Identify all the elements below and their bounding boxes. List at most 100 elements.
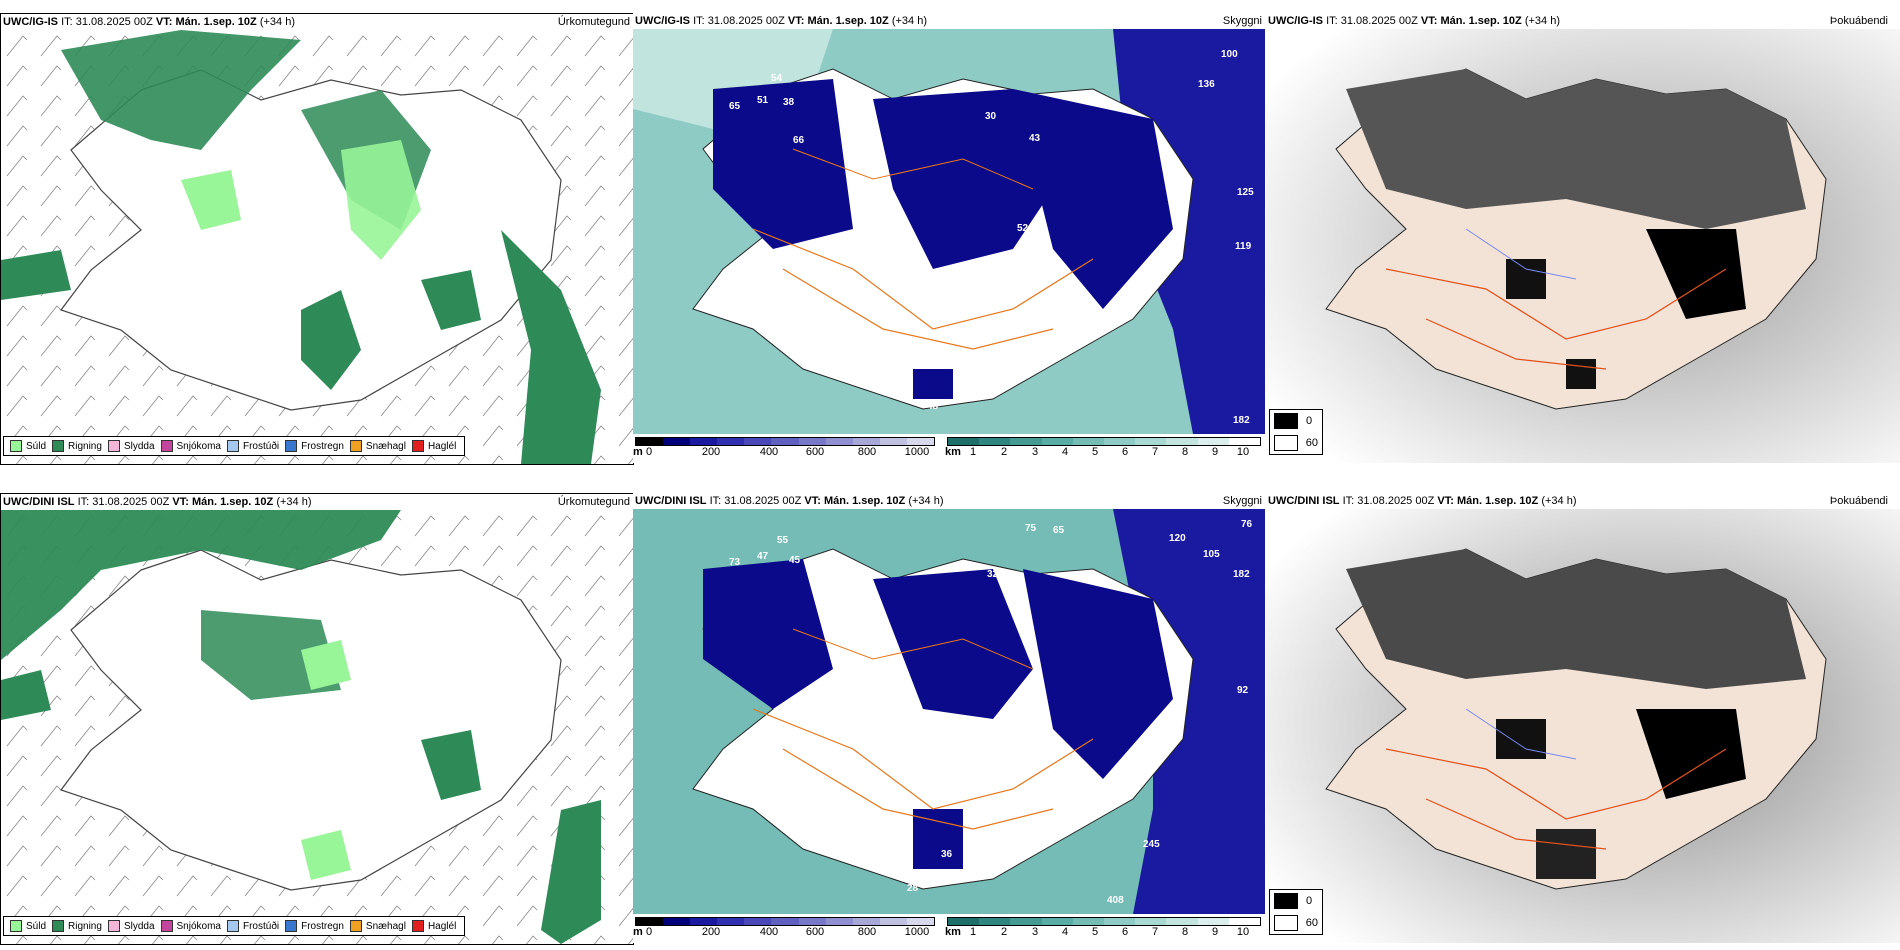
vis-label: 182 [1233, 415, 1250, 426]
visibility-map: 54 51 38 65 66 32 66 30 43 52 45 48 136 … [633, 29, 1265, 434]
vis-label: 105 [1203, 549, 1220, 560]
vis-tick: 1 [969, 446, 977, 458]
vis-label: 62 [1029, 695, 1041, 706]
vis-tick: 2 [1000, 446, 1008, 458]
vis-label: 47 [757, 551, 769, 562]
legend-swatch [107, 920, 120, 932]
visibility-unit: km [945, 446, 961, 458]
vis-label: 66 [883, 229, 895, 240]
vis-label: 75 [1025, 523, 1037, 534]
legend-swatch [52, 920, 65, 932]
fog-legend: 0 60 [1269, 409, 1323, 455]
vis-tick: 10 [1236, 446, 1250, 458]
fog-legend-row: 60 [1270, 912, 1322, 934]
panel-title: Þokuábendi [1829, 495, 1888, 507]
legend-swatch [349, 920, 362, 932]
vis-label: 45 [789, 555, 801, 566]
legend-swatch [10, 440, 22, 452]
panel-title: Skyggni [1222, 15, 1262, 27]
ceiling-tick: 200 [701, 926, 721, 938]
vis-label: 55 [777, 535, 789, 546]
legend-item: Snæhagl [349, 440, 406, 452]
ceiling-colorbar-ticks: m 0 200 400 600 800 1000 [633, 926, 935, 940]
visibility-unit: km [945, 926, 961, 938]
vis-tick: 4 [1061, 446, 1069, 458]
fog-legend-row: 0 [1270, 410, 1322, 432]
vis-label: 135 [841, 665, 858, 676]
vis-tick: 9 [1211, 926, 1219, 938]
ceiling-colorbar: m 0 200 400 600 800 1000 [633, 917, 935, 941]
visibility-panel-row1: UWC/IG-IS IT: 31.08.2025 00Z VT: Mán. 1.… [633, 13, 1265, 463]
visibility-map: 55 47 73 45 135 32 75 65 120 105 182 76 … [633, 509, 1265, 914]
fog-legend: 0 60 [1269, 889, 1323, 935]
panel-header: UWC/IG-IS IT: 31.08.2025 00Z VT: Mán. 1.… [1, 14, 633, 30]
vis-label: 119 [1235, 241, 1252, 252]
legend-item: Súld [10, 440, 46, 452]
legend-swatch [52, 440, 65, 452]
panel-header: UWC/DINI ISL IT: 31.08.2025 00Z VT: Mán.… [633, 493, 1265, 509]
ceiling-colorbar: m 0 200 400 600 800 1000 [633, 437, 935, 461]
ceiling-tick: 600 [805, 926, 825, 938]
legend-item: Frostregn [285, 440, 344, 452]
precip-panel-row1: UWC/IG-IS IT: 31.08.2025 00Z VT: Mán. 1.… [0, 13, 634, 465]
vis-label: 36 [941, 849, 953, 860]
ceiling-tick: 800 [857, 446, 877, 458]
vis-label: 52 [1017, 223, 1029, 234]
vis-label: 51 [757, 95, 769, 106]
legend-swatch [160, 920, 173, 932]
vis-label: 120 [1169, 533, 1186, 544]
ceiling-colorbar-strip [635, 917, 935, 926]
fog-panel-row1: UWC/IG-IS IT: 31.08.2025 00Z VT: Mán. 1.… [1266, 13, 1900, 463]
vis-label: 92 [1237, 685, 1249, 696]
vis-label: 125 [1237, 187, 1254, 198]
precip-legend: Súld Rigning Slydda Snjókoma Frostúði Fr… [3, 916, 465, 936]
vis-tick: 2 [1000, 926, 1008, 938]
fog-legend-swatch [1274, 435, 1298, 451]
vis-label: 65 [729, 101, 741, 112]
iceland-outline [60, 69, 562, 411]
precip-panel-row2: UWC/DINI ISL IT: 31.08.2025 00Z VT: Mán.… [0, 493, 634, 945]
panel-title: Úrkomutegund [557, 16, 630, 28]
vis-tick: 3 [1031, 926, 1039, 938]
legend-swatch [226, 440, 239, 452]
ceiling-tick: 400 [759, 446, 779, 458]
panel-header: UWC/DINI ISL IT: 31.08.2025 00Z VT: Mán.… [1266, 493, 1900, 509]
vis-label: 76 [1241, 519, 1253, 530]
fog-panel-row2: UWC/DINI ISL IT: 31.08.2025 00Z VT: Mán.… [1266, 493, 1900, 943]
visibility-colorbar-strip [947, 437, 1261, 446]
legend-swatch [411, 440, 424, 452]
vis-tick: 7 [1151, 446, 1159, 458]
fog-legend-row: 0 [1270, 890, 1322, 912]
fog-legend-swatch [1274, 915, 1298, 931]
vis-label: 38 [783, 97, 795, 108]
panel-header: UWC/IG-IS IT: 31.08.2025 00Z VT: Mán. 1.… [1266, 13, 1900, 29]
vis-label: 65 [1053, 525, 1065, 536]
panel-title: Þokuábendi [1829, 15, 1888, 27]
ceiling-tick: 200 [701, 446, 721, 458]
ceiling-tick: 400 [759, 926, 779, 938]
vis-label: 30 [985, 111, 997, 122]
vis-label: 66 [793, 135, 805, 146]
ceiling-unit: m [633, 926, 643, 938]
ceiling-unit: m [633, 446, 643, 458]
legend-item: Slydda [107, 920, 155, 932]
panel-title: Skyggni [1222, 495, 1262, 507]
legend-swatch [349, 440, 362, 452]
visibility-colorbar-ticks: km 1 2 3 4 5 6 7 8 9 10 [945, 926, 1261, 940]
panel-header: UWC/DINI ISL IT: 31.08.2025 00Z VT: Mán.… [1, 494, 633, 510]
vis-label: 245 [1143, 839, 1160, 850]
vis-tick: 10 [1236, 926, 1250, 938]
ceiling-tick: 800 [857, 926, 877, 938]
legend-swatch [411, 920, 424, 932]
legend-item: Haglél [411, 440, 456, 452]
vis-label: 182 [1233, 569, 1250, 580]
vis-tick: 6 [1121, 446, 1129, 458]
vis-label: 43 [1029, 133, 1041, 144]
vis-tick: 1 [969, 926, 977, 938]
vis-label: 408 [1107, 895, 1124, 906]
legend-item: Snjókoma [160, 920, 221, 932]
legend-swatch [285, 440, 298, 452]
legend-item: Snjókoma [160, 440, 221, 452]
vis-tick: 9 [1211, 446, 1219, 458]
legend-swatch [285, 920, 298, 932]
